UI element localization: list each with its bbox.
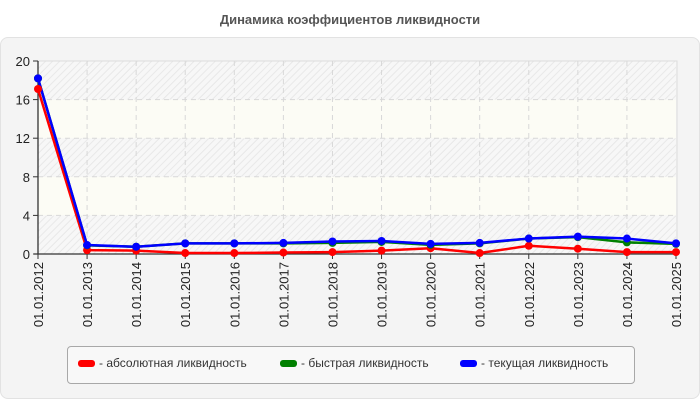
- svg-text:4: 4: [23, 208, 30, 223]
- legend-swatch-green: [280, 359, 297, 367]
- svg-text:01.01.2025: 01.01.2025: [669, 262, 684, 327]
- chart-title: Динамика коэффициентов ликвидности: [219, 12, 481, 27]
- svg-text:01.01.2012: 01.01.2012: [31, 262, 46, 327]
- svg-text:01.01.2024: 01.01.2024: [620, 262, 635, 327]
- grid-lines: [38, 61, 676, 254]
- legend-label: - абсолютная ликвидность: [99, 356, 247, 370]
- legend-swatch-blue: [460, 359, 477, 367]
- svg-text:01.01.2022: 01.01.2022: [522, 262, 537, 327]
- legend-label: - быстрая ликвидность: [301, 356, 429, 370]
- axes: 0 4 8 12 16 20 01.01.2012 01.01.2013 01.01.2014 0…: [16, 54, 684, 327]
- plot-area: [37, 60, 678, 255]
- data-series: [34, 74, 680, 258]
- svg-text:01.01.2020: 01.01.2020: [424, 262, 439, 327]
- svg-text:8: 8: [23, 170, 30, 185]
- legend: - абсолютная ликвидность - быстрая ликви…: [67, 346, 635, 384]
- svg-text:12: 12: [16, 131, 30, 146]
- legend-item-current: - текущая ликвидность: [460, 356, 608, 370]
- svg-text:01.01.2019: 01.01.2019: [375, 262, 390, 327]
- svg-text:01.01.2023: 01.01.2023: [571, 262, 586, 327]
- svg-text:20: 20: [16, 54, 30, 69]
- svg-text:01.01.2021: 01.01.2021: [473, 262, 488, 327]
- legend-item-quick: - быстрая ликвидность: [280, 356, 429, 370]
- svg-text:01.01.2017: 01.01.2017: [276, 262, 291, 327]
- svg-text:0: 0: [23, 247, 30, 262]
- svg-text:16: 16: [16, 93, 30, 108]
- legend-swatch-red: [78, 359, 95, 367]
- svg-text:01.01.2013: 01.01.2013: [80, 262, 95, 327]
- legend-item-absolute: - абсолютная ликвидность: [78, 356, 247, 370]
- svg-text:01.01.2016: 01.01.2016: [227, 262, 242, 327]
- svg-text:01.01.2018: 01.01.2018: [325, 262, 340, 327]
- legend-label: - текущая ликвидность: [481, 356, 609, 370]
- svg-text:01.01.2014: 01.01.2014: [129, 262, 144, 327]
- svg-text:01.01.2015: 01.01.2015: [178, 262, 193, 327]
